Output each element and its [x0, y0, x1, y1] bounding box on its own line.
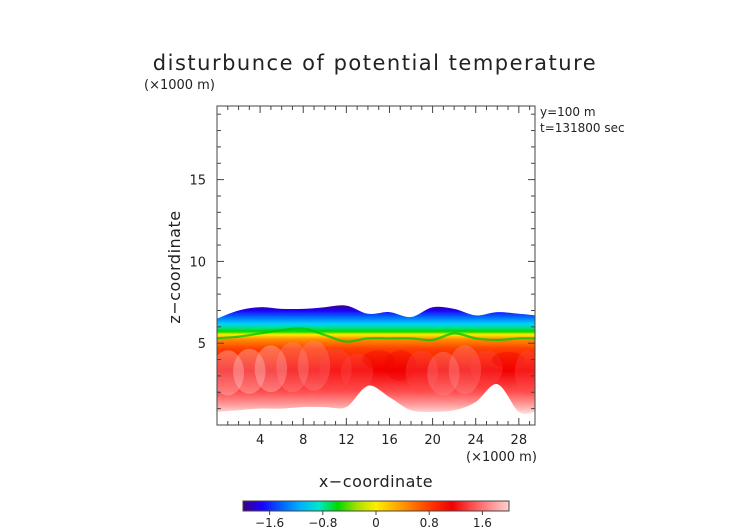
- anomaly-cell: [276, 342, 309, 393]
- y-tick-label: 5: [198, 337, 206, 352]
- x-tick-label: 12: [338, 433, 355, 448]
- plot-area: 4 8 12 16 20 24 28 5 10 15: [189, 105, 536, 448]
- anomaly-cell: [514, 350, 535, 396]
- info-line-y: y=100 m: [540, 105, 596, 119]
- anomaly-cell: [384, 350, 417, 381]
- anomaly-cell: [491, 351, 525, 368]
- x-axis-unit: (×1000 m): [466, 450, 537, 465]
- chart-title: disturbunce of potential temperature: [153, 51, 597, 75]
- y-axis-unit: (×1000 m): [144, 78, 215, 93]
- colorbar-tick-label: 0.8: [420, 516, 439, 530]
- x-tick-label: 28: [511, 433, 528, 448]
- y-tick-label: 10: [189, 255, 206, 270]
- anomaly-cell: [470, 350, 503, 386]
- colorbar-ramp: [242, 500, 510, 512]
- anomaly-cell: [448, 345, 482, 395]
- y-tick-label: 15: [189, 174, 206, 189]
- colorbar-tick-label: 0: [372, 516, 380, 530]
- colorbar-tick-label: −0.8: [308, 516, 337, 530]
- anomaly-cell: [319, 347, 352, 391]
- x-tick-label: 20: [424, 433, 441, 448]
- anomaly-cell: [254, 345, 288, 393]
- y-axis-label: z−coordinate: [165, 210, 184, 323]
- anomaly-cell: [233, 348, 266, 394]
- anomaly-cell: [427, 351, 460, 396]
- anomaly-cell: [217, 350, 244, 396]
- anomaly-cell: [297, 340, 331, 391]
- data-field: [217, 305, 535, 414]
- x-axis-label: x−coordinate: [319, 472, 433, 491]
- x-tick-label: 16: [381, 433, 398, 448]
- x-tick-label: 8: [299, 433, 307, 448]
- colorbar: −1.6 −0.8 0 0.8 1.6: [242, 500, 510, 530]
- anomaly-cell: [362, 350, 395, 370]
- info-line-t: t=131800 sec: [540, 121, 625, 135]
- axis-ticks: [216, 106, 535, 426]
- colorbar-tick-label: 1.6: [473, 516, 492, 530]
- neutral-contour: [217, 327, 535, 343]
- anomaly-cell: [405, 350, 438, 394]
- colorbar-tick-label: −1.6: [255, 516, 284, 530]
- plot-frame: [216, 105, 536, 426]
- anomaly-cell: [340, 353, 374, 391]
- x-tick-label: 24: [467, 433, 484, 448]
- x-tick-label: 4: [256, 433, 264, 448]
